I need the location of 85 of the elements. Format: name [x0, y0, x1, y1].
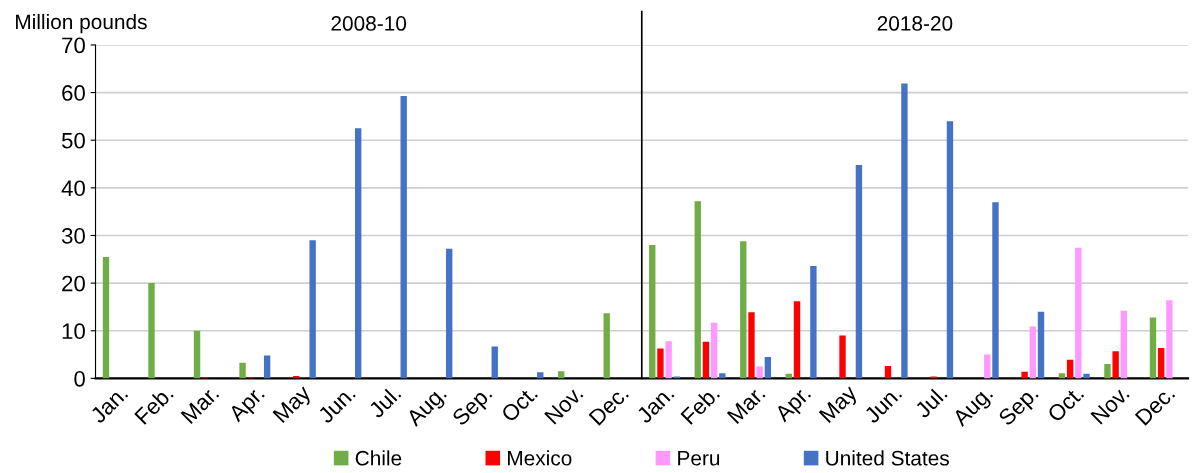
- bar: [1075, 247, 1082, 379]
- bar: [1166, 300, 1173, 379]
- x-tick-label: Mar.: [726, 385, 766, 425]
- x-tick-label: Dec.: [588, 385, 630, 426]
- x-tick-label: May: [272, 383, 315, 427]
- x-tick-label: Feb.: [679, 384, 721, 425]
- legend-label: Peru: [678, 451, 720, 466]
- y-tick-label: 30: [61, 228, 85, 244]
- x-tick-label: Nov.: [1090, 385, 1130, 425]
- x-tick-label: Aug.: [951, 385, 997, 431]
- x-tick-label: Jul.: [913, 384, 948, 420]
- bar: [694, 201, 701, 379]
- y-tick-label: 60: [62, 85, 85, 101]
- bar: [1037, 311, 1045, 379]
- y-tick-label: 40: [61, 180, 85, 197]
- x-tick-label: Oct.: [500, 385, 539, 423]
- bar: [1120, 310, 1128, 379]
- bar: [1157, 347, 1165, 379]
- x-tick-label: May: [818, 383, 862, 427]
- y-tick-label: 10: [62, 323, 85, 340]
- x-tick-label: Nov.: [544, 385, 584, 425]
- bar: [839, 335, 846, 379]
- x-tick-label: Apr.: [773, 385, 815, 426]
- bar: [901, 83, 908, 379]
- bar: [764, 356, 772, 379]
- y-tick-label: 0: [74, 370, 85, 387]
- y-tick-label: 70: [62, 37, 85, 54]
- bar: [946, 121, 954, 379]
- bar: [400, 95, 407, 379]
- bar: [649, 245, 656, 379]
- x-tick-label: Oct.: [1046, 385, 1085, 423]
- bar: [603, 313, 610, 379]
- x-tick-label: Feb.: [133, 384, 174, 425]
- bar: [748, 312, 755, 379]
- legend-label: United States: [826, 450, 949, 466]
- bar: [1112, 351, 1119, 379]
- bar: [884, 366, 892, 379]
- x-tick-label: Jan.: [89, 385, 129, 425]
- bar: [1058, 373, 1066, 379]
- x-tick-label: Jun.: [317, 385, 356, 425]
- bar: [239, 362, 246, 379]
- bar: [537, 372, 544, 379]
- bar: [1104, 364, 1111, 379]
- legend-label: Mexico: [508, 450, 572, 466]
- bar: [793, 301, 801, 379]
- x-tick-label: Jan.: [635, 385, 675, 425]
- x-tick-label: Sep.: [997, 385, 1042, 430]
- bar: [558, 371, 565, 379]
- text: 2018-20: [877, 16, 953, 31]
- y-axis-title: Million pounds: [16, 13, 147, 34]
- bar: [1029, 326, 1036, 379]
- x-tick-label: Sep.: [451, 385, 496, 430]
- text: 2008-10: [331, 16, 407, 31]
- x-tick-label: Mar.: [180, 385, 220, 425]
- bar: [756, 366, 763, 379]
- bar: [665, 341, 672, 379]
- x-tick-label: Jun.: [863, 385, 903, 425]
- bar: [657, 348, 664, 379]
- bar: [810, 265, 817, 379]
- bar: [984, 354, 991, 379]
- bar: [354, 128, 362, 379]
- bar: [491, 346, 498, 379]
- bar: [1149, 317, 1157, 379]
- bar: [1083, 373, 1090, 379]
- bar: [719, 373, 726, 379]
- bar: [855, 164, 863, 379]
- bar: [102, 256, 110, 379]
- bar: [740, 241, 747, 379]
- y-tick-label: 50: [61, 132, 85, 149]
- legend-label: Chile: [355, 450, 402, 466]
- x-tick-label: Jul.: [367, 384, 402, 420]
- bar: [193, 330, 201, 379]
- x-tick-label: Apr.: [227, 385, 269, 426]
- x-tick-label: Aug.: [405, 385, 451, 431]
- bar: [309, 240, 316, 379]
- bar: [1021, 371, 1028, 379]
- bar: [446, 248, 453, 379]
- bar: [702, 341, 710, 379]
- y-tick-label: 20: [62, 275, 85, 292]
- bar: [992, 202, 999, 379]
- bar: [263, 355, 271, 379]
- bar: [710, 322, 718, 379]
- bar: [148, 283, 155, 379]
- bar: [1066, 359, 1074, 379]
- x-tick-label: Dec.: [1134, 385, 1176, 426]
